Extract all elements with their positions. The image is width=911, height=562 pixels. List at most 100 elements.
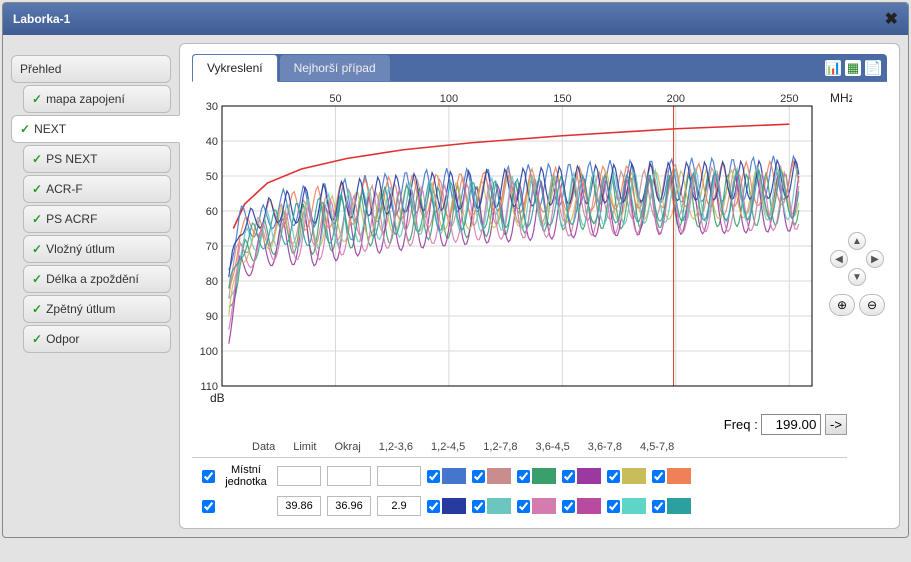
column-header: 3,6-7,8 bbox=[588, 441, 622, 453]
pair-toggle[interactable] bbox=[472, 498, 511, 514]
pair-toggle[interactable] bbox=[652, 468, 691, 484]
svg-text:40: 40 bbox=[206, 136, 218, 148]
chart-svg: 50100150200250MHz30405060708090100110dB bbox=[192, 88, 852, 408]
pair-checkbox[interactable] bbox=[472, 500, 485, 513]
pair-checkbox[interactable] bbox=[607, 500, 620, 513]
column-header: 3,6-4,5 bbox=[536, 441, 570, 453]
column-header: 1,2-7,8 bbox=[483, 441, 517, 453]
pair-toggle[interactable] bbox=[607, 498, 646, 514]
pan-right-button[interactable]: ▶ bbox=[866, 250, 884, 268]
freq-label: Freq : bbox=[724, 417, 758, 432]
freq-go-button[interactable]: -> bbox=[825, 414, 847, 435]
column-header: Okraj bbox=[334, 441, 360, 453]
sidebar-item-6[interactable]: ✓Vložný útlum bbox=[23, 235, 171, 263]
sidebar-item-label: Zpětný útlum bbox=[46, 302, 115, 316]
export-excel-icon[interactable]: ▦ bbox=[845, 60, 861, 76]
zoom-controls: ⊕ ⊖ bbox=[829, 294, 885, 316]
sidebar-item-9[interactable]: ✓ Odpor bbox=[23, 325, 171, 353]
sidebar-item-label: Délka a zpoždění bbox=[46, 272, 139, 286]
pan-up-button[interactable]: ▲ bbox=[848, 232, 866, 250]
svg-text:80: 80 bbox=[206, 276, 218, 288]
pair-toggle[interactable] bbox=[517, 468, 556, 484]
pan-left-button[interactable]: ◀ bbox=[830, 250, 848, 268]
sidebar-item-label: Odpor bbox=[46, 332, 79, 346]
legend-rows: Místní jednotka39.8636.962.9 bbox=[192, 458, 887, 518]
export-chart-icon[interactable]: 📊 bbox=[825, 60, 841, 76]
tab-Nejhorší případ[interactable]: Nejhorší případ bbox=[280, 55, 390, 81]
svg-text:60: 60 bbox=[206, 206, 218, 218]
pair-checkbox[interactable] bbox=[652, 470, 665, 483]
pair-checkbox[interactable] bbox=[562, 470, 575, 483]
pan-dpad: ▲ ▶ ▼ ◀ bbox=[830, 232, 884, 286]
pair-toggle[interactable] bbox=[427, 468, 466, 484]
tab-Vykreslení[interactable]: Vykreslení bbox=[192, 54, 278, 82]
pair-checkbox[interactable] bbox=[517, 500, 530, 513]
legend-row: 39.8636.962.9 bbox=[192, 490, 887, 518]
value-limit bbox=[327, 466, 371, 486]
column-header: 4,5-7,8 bbox=[640, 441, 674, 453]
svg-text:200: 200 bbox=[667, 93, 685, 105]
check-icon: ✓ bbox=[32, 272, 42, 286]
svg-text:90: 90 bbox=[206, 311, 218, 323]
color-swatch bbox=[442, 498, 466, 514]
tab-bar: VykresleníNejhorší případ 📊 ▦ 📄 bbox=[192, 54, 887, 82]
pair-toggle[interactable] bbox=[562, 498, 601, 514]
pair-checkbox[interactable] bbox=[562, 500, 575, 513]
freq-input[interactable] bbox=[761, 414, 821, 435]
pair-checkbox[interactable] bbox=[652, 500, 665, 513]
sidebar-item-3[interactable]: ✓PS NEXT bbox=[23, 145, 171, 173]
value-data: 39.86 bbox=[277, 496, 321, 516]
zoom-in-button[interactable]: ⊕ bbox=[829, 294, 855, 316]
pair-toggle[interactable] bbox=[427, 498, 466, 514]
pair-toggle[interactable] bbox=[607, 468, 646, 484]
pair-checkbox[interactable] bbox=[517, 470, 530, 483]
pair-checkbox[interactable] bbox=[472, 470, 485, 483]
pair-checkbox[interactable] bbox=[427, 470, 440, 483]
sidebar-item-8[interactable]: ✓ Zpětný útlum bbox=[23, 295, 171, 323]
zoom-out-button[interactable]: ⊖ bbox=[859, 294, 885, 316]
legend-row: Místní jednotka bbox=[192, 458, 887, 490]
sidebar-item-label: PS ACRF bbox=[46, 212, 97, 226]
title-bar[interactable]: Laborka-1 ✖ bbox=[3, 3, 908, 35]
export-pdf-icon[interactable]: 📄 bbox=[865, 60, 881, 76]
pair-checkbox[interactable] bbox=[427, 500, 440, 513]
sidebar-item-1[interactable]: ✓ mapa zapojení bbox=[23, 85, 171, 113]
row-master-checkbox[interactable] bbox=[202, 500, 215, 513]
chart-controls: ▲ ▶ ▼ ◀ ⊕ ⊖ bbox=[829, 232, 885, 316]
check-icon: ✓ bbox=[32, 302, 42, 316]
close-icon[interactable]: ✖ bbox=[885, 9, 898, 29]
window-title: Laborka-1 bbox=[13, 12, 70, 26]
column-header: 1,2-3,6 bbox=[379, 441, 413, 453]
pair-toggle[interactable] bbox=[517, 498, 556, 514]
check-icon: ✓ bbox=[32, 332, 42, 346]
sidebar-item-5[interactable]: ✓PS ACRF bbox=[23, 205, 171, 233]
svg-text:MHz: MHz bbox=[830, 91, 852, 105]
pair-toggle[interactable] bbox=[472, 468, 511, 484]
sidebar-item-label: Přehled bbox=[20, 62, 61, 76]
check-icon: ✓ bbox=[32, 92, 42, 106]
column-header: Limit bbox=[293, 441, 316, 453]
svg-text:dB: dB bbox=[210, 391, 225, 405]
pair-toggle[interactable] bbox=[562, 468, 601, 484]
sidebar-item-4[interactable]: ✓ACR-F bbox=[23, 175, 171, 203]
color-swatch bbox=[577, 468, 601, 484]
row-label: Místní jednotka bbox=[221, 464, 271, 488]
color-swatch bbox=[532, 498, 556, 514]
sidebar: Přehled✓mapa zapojení✓NEXT✓PS NEXT✓ACR-F… bbox=[11, 43, 171, 529]
color-swatch bbox=[487, 468, 511, 484]
sidebar-item-7[interactable]: ✓ Délka a zpoždění bbox=[23, 265, 171, 293]
sidebar-item-2[interactable]: ✓NEXT bbox=[11, 115, 180, 143]
pan-down-button[interactable]: ▼ bbox=[848, 268, 866, 286]
value-margin: 2.9 bbox=[377, 496, 421, 516]
check-icon: ✓ bbox=[32, 152, 42, 166]
pair-toggle[interactable] bbox=[652, 498, 691, 514]
check-icon: ✓ bbox=[32, 242, 42, 256]
svg-text:100: 100 bbox=[200, 346, 218, 358]
check-icon: ✓ bbox=[20, 122, 30, 136]
sidebar-item-0[interactable]: Přehled bbox=[11, 55, 171, 83]
pair-checkbox[interactable] bbox=[607, 470, 620, 483]
svg-text:50: 50 bbox=[329, 93, 341, 105]
column-header: 1,2-4,5 bbox=[431, 441, 465, 453]
sidebar-item-label: mapa zapojení bbox=[46, 92, 125, 106]
row-master-checkbox[interactable] bbox=[202, 470, 215, 483]
